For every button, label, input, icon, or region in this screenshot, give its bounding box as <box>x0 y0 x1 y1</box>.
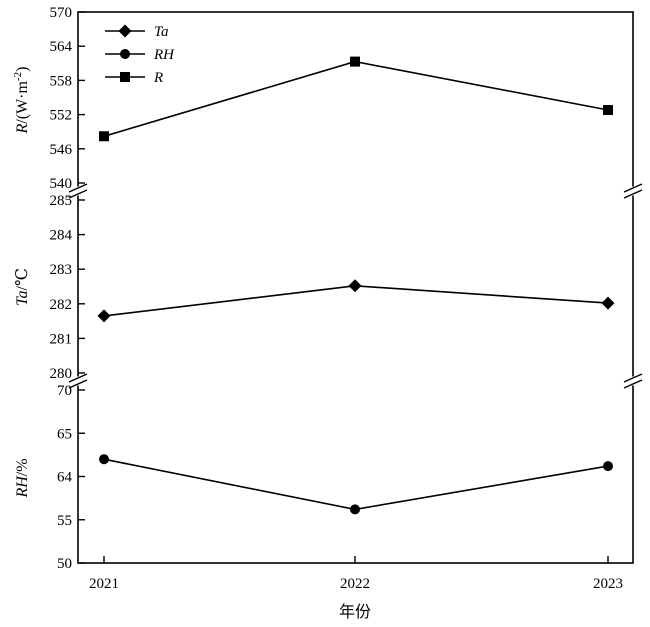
ticks: 540 546 552 558 564 570 280 281 282 283 284 285 50 55… <box>50 5 624 592</box>
axis-break-mark-left-1a <box>68 373 88 383</box>
y-axis-title-RH: RH/% <box>14 458 31 498</box>
y-axis-title-R-close: ) <box>14 67 31 72</box>
legend-marker-RH <box>120 49 130 59</box>
y-tick-label-R-0: 540 <box>50 176 73 192</box>
legend-label-R: R <box>153 70 163 86</box>
data-point-Ta-2022 <box>348 279 362 293</box>
axis-break-mask-left-1 <box>69 376 87 386</box>
y-tick-label-Ta-0: 280 <box>50 366 73 382</box>
x-axis-title: 年份 <box>339 603 371 621</box>
y-axis-title-R-sup: -2 <box>12 72 24 81</box>
axis-break-mark-left-1b <box>68 379 88 389</box>
axis-breaks <box>68 183 643 389</box>
x-tick-label-2: 2023 <box>593 576 623 592</box>
y-axis-title-R-var: R <box>14 123 31 134</box>
series-line-RH <box>103 458 609 511</box>
y-axis-title-R: R/(W·m-2) <box>12 67 31 135</box>
legend-marker-Ta <box>118 24 132 38</box>
data-point-RH-2021 <box>99 454 109 465</box>
axis-break-mark-right-1b <box>623 379 643 389</box>
data-point-Ta-2023 <box>601 296 615 310</box>
x-tick-label-1: 2022 <box>340 576 370 592</box>
y-axis-title-R-unit: /(W·m <box>14 80 31 123</box>
legend: Ta RH R <box>105 24 175 86</box>
y-tick-label-Ta-4: 284 <box>50 228 73 244</box>
y-tick-label-R-3: 558 <box>50 73 73 89</box>
axis-break-mark-right-0a <box>623 183 643 193</box>
legend-label-RH: RH <box>153 47 175 63</box>
data-point-R-2023 <box>603 105 613 116</box>
y-axis-title-Ta-unit: /℃ <box>14 268 31 290</box>
y-tick-label-R-4: 564 <box>50 39 73 55</box>
y-tick-label-R-5: 570 <box>50 5 73 21</box>
y-tick-label-RH-1: 55 <box>57 513 72 529</box>
data-point-Ta-2021 <box>97 309 111 323</box>
y-tick-label-Ta-5: 285 <box>50 193 73 209</box>
axis-break-mark-left-0a <box>68 183 88 193</box>
data-point-RH-2023 <box>603 461 613 472</box>
legend-marker-R <box>120 72 130 82</box>
axis-break-mark-right-0b <box>623 189 643 199</box>
y-tick-label-Ta-3: 283 <box>50 262 73 278</box>
axis-break-mark-left-0b <box>68 189 88 199</box>
axis-break-mask-right-1 <box>624 376 642 386</box>
axis-break-mask-left-0 <box>69 186 87 196</box>
series-markers <box>97 56 615 515</box>
y-tick-label-Ta-1: 281 <box>50 331 73 347</box>
y-tick-label-RH-0: 50 <box>57 556 72 572</box>
y-tick-label-RH-2: 64 <box>57 470 73 486</box>
y-axis-title-Ta: Ta/℃ <box>14 268 31 306</box>
y-tick-label-RH-4: 70 <box>57 383 72 399</box>
legend-label-Ta: Ta <box>154 24 168 40</box>
axis-break-mark-right-1a <box>623 373 643 383</box>
data-point-R-2022 <box>350 56 360 67</box>
y-tick-label-R-2: 552 <box>50 108 73 124</box>
y-tick-label-Ta-2: 282 <box>50 297 73 313</box>
data-point-R-2021 <box>99 131 109 142</box>
y-tick-label-RH-3: 65 <box>57 426 72 442</box>
y-axis-title-RH-var: RH <box>14 475 31 499</box>
data-point-RH-2022 <box>350 504 360 515</box>
series-line-R <box>103 60 609 138</box>
axis-break-mask-right-0 <box>624 186 642 196</box>
y-tick-label-R-1: 546 <box>50 142 73 158</box>
y-axis-title-RH-unit: /% <box>14 458 31 476</box>
x-tick-label-0: 2021 <box>89 576 119 592</box>
y-axis-title-Ta-var: Ta <box>14 290 31 305</box>
